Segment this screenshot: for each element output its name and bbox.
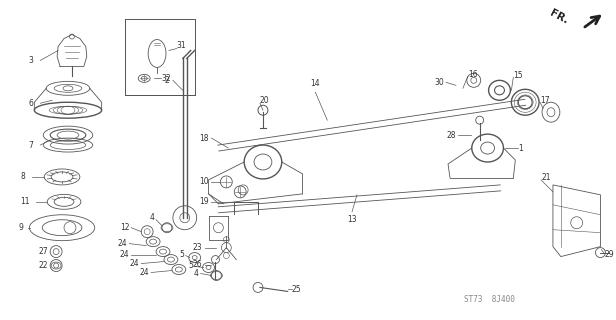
Text: 8: 8 (20, 172, 25, 181)
Text: 12: 12 (120, 223, 129, 232)
Text: 10: 10 (199, 177, 209, 187)
Text: 22: 22 (38, 261, 48, 270)
Text: 29: 29 (604, 250, 614, 259)
Text: 23: 23 (193, 243, 203, 252)
Text: 24: 24 (139, 268, 149, 277)
Text: 4: 4 (194, 269, 198, 278)
Text: 21: 21 (541, 173, 551, 182)
Text: 18: 18 (199, 133, 209, 143)
Text: 24: 24 (118, 239, 128, 248)
Text: 17: 17 (540, 96, 549, 105)
Text: 2: 2 (164, 76, 169, 85)
Text: 27: 27 (38, 247, 48, 256)
Text: 25: 25 (291, 285, 301, 294)
Text: FR.: FR. (548, 8, 570, 26)
Text: 30: 30 (434, 78, 444, 87)
Text: 7: 7 (28, 140, 33, 149)
Text: 15: 15 (513, 71, 523, 80)
Text: 4: 4 (149, 213, 154, 222)
Text: 20: 20 (260, 96, 270, 105)
Text: 32: 32 (161, 74, 171, 83)
Text: 6: 6 (28, 99, 33, 108)
Text: 5: 5 (189, 261, 193, 270)
Text: 31: 31 (177, 41, 187, 50)
Text: 11: 11 (20, 197, 30, 206)
Text: 14: 14 (310, 79, 320, 88)
Text: 24: 24 (120, 250, 129, 259)
Text: 28: 28 (447, 131, 456, 140)
Text: 26: 26 (193, 260, 203, 269)
Text: ST73  8J400: ST73 8J400 (464, 295, 515, 304)
Circle shape (173, 206, 197, 230)
Text: 9: 9 (18, 223, 23, 232)
Text: 1: 1 (518, 144, 523, 153)
Text: 3: 3 (28, 56, 33, 65)
Text: 13: 13 (347, 215, 357, 224)
Text: 24: 24 (129, 259, 139, 268)
Text: 5: 5 (179, 250, 184, 259)
Text: 16: 16 (468, 70, 477, 79)
Text: 19: 19 (199, 197, 209, 206)
